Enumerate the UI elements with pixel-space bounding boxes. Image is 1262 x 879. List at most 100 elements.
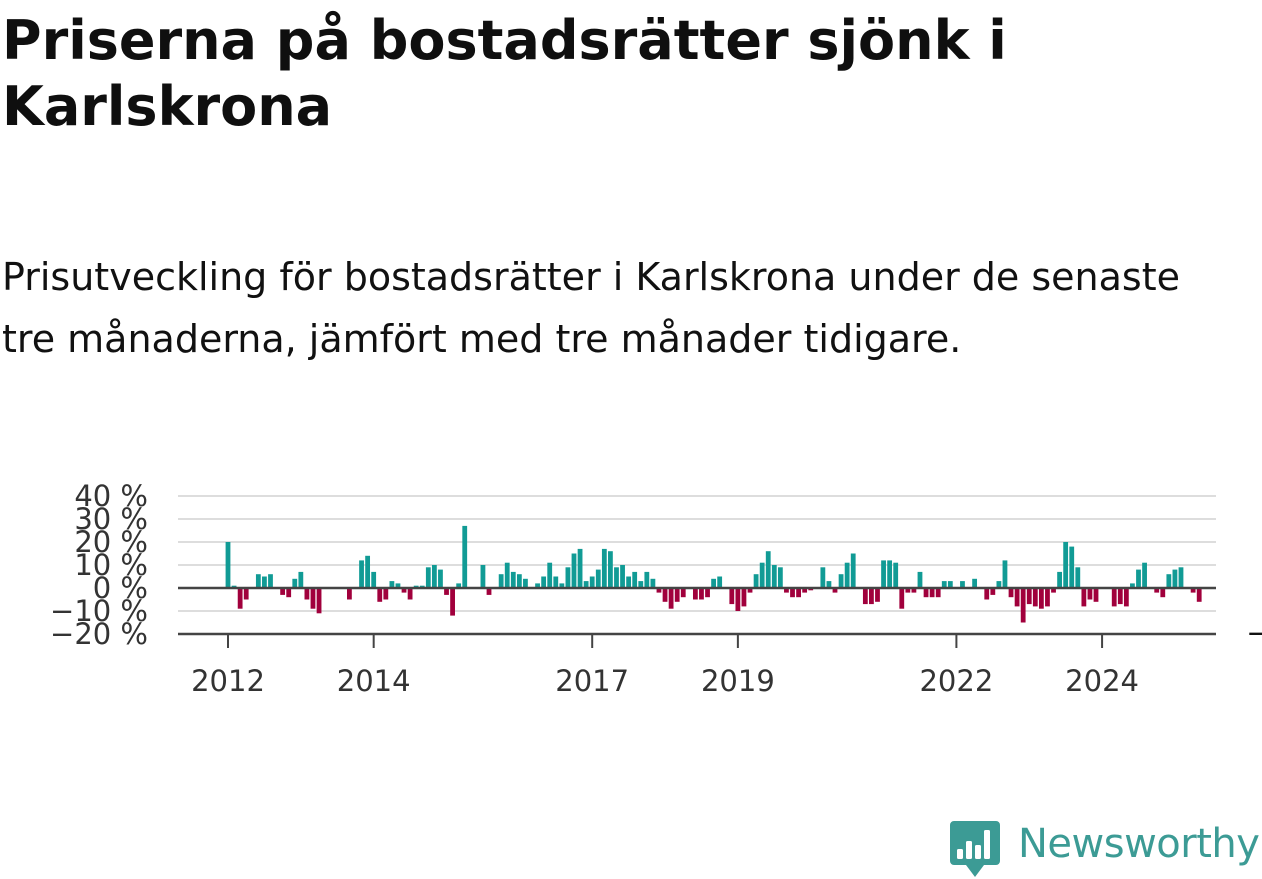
bar (656, 588, 662, 593)
bar (1172, 569, 1178, 588)
bar (1057, 571, 1062, 588)
bar (1093, 588, 1099, 602)
bar (620, 565, 625, 588)
newsworthy-logo: Newsworthy (950, 818, 1260, 878)
bar (255, 574, 261, 588)
bar (389, 581, 395, 588)
bar (632, 571, 638, 588)
bar (650, 578, 656, 588)
bar (286, 588, 292, 598)
bar (662, 588, 668, 602)
bar (1196, 588, 1202, 602)
bar (595, 569, 601, 588)
bar (674, 588, 680, 602)
bar (1032, 588, 1038, 607)
bar (541, 576, 547, 588)
bar (371, 571, 377, 588)
bar (462, 525, 468, 588)
bar (444, 588, 449, 595)
bar (941, 581, 947, 588)
bar (225, 542, 231, 588)
bar (316, 588, 322, 614)
bar (826, 581, 832, 588)
bar (589, 576, 595, 588)
bar (1020, 588, 1026, 623)
bar (1069, 546, 1075, 588)
bar (1087, 588, 1093, 600)
bar (680, 588, 686, 598)
x-tick-label: 2017 (555, 664, 629, 698)
bar (692, 588, 698, 600)
bar (1075, 567, 1081, 588)
bar (425, 567, 431, 588)
bar (365, 555, 371, 588)
bar (984, 588, 990, 600)
bar (431, 565, 437, 588)
bar (243, 588, 249, 600)
bar (1178, 567, 1184, 588)
bar (401, 588, 407, 593)
x-tick-label: 2012 (191, 664, 265, 698)
bar (784, 588, 789, 593)
bar (1142, 562, 1147, 588)
bar (480, 565, 486, 588)
bar (638, 581, 644, 588)
bar (747, 588, 753, 593)
bar (820, 567, 826, 588)
chart-title: Priserna på bostadsrätter sjönk i Karlsk… (2, 9, 1007, 138)
bar (504, 562, 510, 588)
bar (377, 588, 383, 602)
bar (929, 588, 935, 598)
bar (407, 588, 413, 600)
bar (717, 576, 723, 588)
bars (225, 525, 1202, 623)
bar (947, 581, 953, 588)
bar (1008, 588, 1014, 598)
bar (881, 560, 886, 588)
bar (601, 548, 607, 588)
bar (990, 588, 996, 595)
y-tick-label: 40 % (74, 479, 148, 513)
bar (759, 562, 765, 588)
bar (935, 588, 941, 598)
bar (1190, 588, 1196, 593)
last-value-annotation: −6 % (1246, 616, 1262, 650)
bar (456, 583, 462, 588)
bar (347, 588, 352, 600)
bar (1117, 588, 1123, 605)
bar (1002, 560, 1008, 588)
bar (923, 588, 929, 598)
bar (310, 588, 316, 609)
bar-chart: 40 %30 %20 %10 %0 %−10 %−20 % 2012 2014 20… (50, 479, 1262, 698)
brand-name: Newsworthy (1018, 821, 1260, 867)
bar (395, 583, 401, 588)
bar (796, 588, 801, 598)
annotation-label: −6 % (1246, 616, 1262, 650)
bar (583, 581, 589, 588)
bar (862, 588, 868, 605)
bar (626, 576, 632, 588)
bar (280, 588, 286, 595)
bar (1051, 588, 1056, 593)
bar (523, 578, 528, 588)
bar (1160, 588, 1166, 598)
bar (668, 588, 674, 609)
bar (1081, 588, 1087, 607)
y-tick-label: 10 % (74, 548, 148, 582)
bar (1166, 574, 1172, 588)
bar (1154, 588, 1160, 593)
bar (237, 588, 243, 609)
bar (1014, 588, 1020, 607)
bar (838, 574, 844, 588)
bar (262, 576, 267, 588)
bar (304, 588, 310, 600)
bar (711, 578, 716, 588)
bar (996, 581, 1002, 588)
bar (510, 571, 516, 588)
bar (790, 588, 795, 598)
y-tick-label: 30 % (74, 502, 148, 536)
bar (614, 567, 619, 588)
bar (802, 588, 808, 593)
bar (905, 588, 911, 593)
bar (1063, 542, 1069, 588)
